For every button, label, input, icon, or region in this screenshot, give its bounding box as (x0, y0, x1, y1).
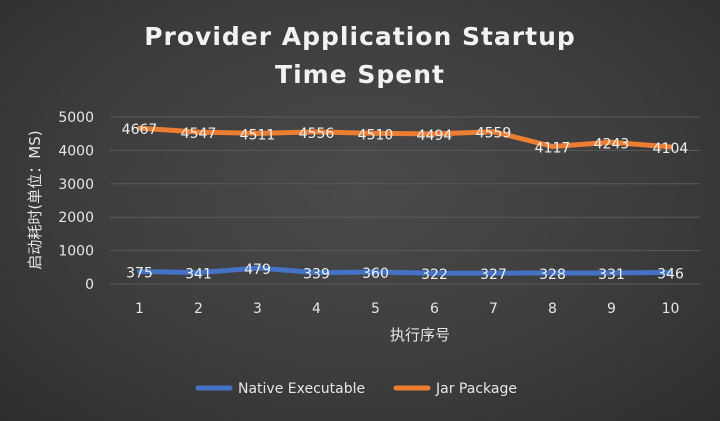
data-label: 327 (480, 267, 507, 283)
legend-label: Native Executable (238, 381, 365, 397)
x-axis-ticks: 1 2 3 4 5 6 7 8 9 10 (135, 301, 679, 317)
y-tick-label: 0 (85, 277, 94, 293)
data-label: 331 (598, 267, 625, 283)
data-label: 346 (657, 266, 684, 282)
data-label: 328 (539, 267, 566, 283)
x-tick-label: 5 (371, 301, 380, 317)
x-tick-label: 8 (548, 301, 557, 317)
x-tick-label: 2 (194, 301, 203, 317)
series-lines (137, 125, 673, 276)
data-label: 322 (421, 267, 448, 283)
data-label: 4494 (417, 128, 453, 144)
chart-title-line-1: Provider Application Startup (144, 22, 576, 51)
y-axis-label: 启动耗时(单位：MS) (26, 130, 44, 269)
data-label: 339 (303, 267, 330, 283)
data-label: 360 (362, 266, 389, 282)
data-label: 479 (244, 262, 271, 278)
data-label: 4547 (181, 126, 217, 142)
x-tick-label: 7 (489, 301, 498, 317)
y-tick-label: 3000 (58, 177, 94, 193)
data-label: 4556 (299, 126, 335, 142)
data-label: 4117 (535, 140, 571, 156)
legend: Native Executable Jar Package (195, 381, 517, 397)
data-label: 4559 (476, 126, 512, 142)
x-axis-label: 执行序号 (390, 326, 450, 344)
y-axis-ticks: 0 1000 2000 3000 4000 5000 (58, 110, 94, 293)
data-label: 4243 (594, 136, 630, 152)
data-label: 4104 (653, 141, 689, 157)
data-labels: 375 341 479 339 360 322 327 328 331 346 4667 4547 45… (122, 122, 689, 283)
x-tick-label: 4 (312, 301, 321, 317)
y-tick-label: 5000 (58, 110, 94, 126)
x-tick-label: 1 (135, 301, 144, 317)
data-label: 4510 (358, 127, 394, 143)
data-label: 4511 (240, 127, 276, 143)
series-line-2 (137, 125, 673, 150)
legend-label: Jar Package (435, 381, 517, 397)
x-tick-label: 6 (430, 301, 439, 317)
gridlines (110, 116, 700, 285)
y-tick-label: 1000 (58, 244, 94, 260)
series-line-1 (137, 265, 673, 276)
chart-title-line-2: Time Spent (275, 60, 445, 89)
y-tick-label: 4000 (58, 143, 94, 159)
x-tick-label: 9 (607, 301, 616, 317)
data-label: 4667 (122, 122, 158, 138)
x-tick-label: 10 (662, 301, 680, 317)
data-label: 375 (126, 265, 153, 281)
data-label: 341 (185, 267, 212, 283)
y-tick-label: 2000 (58, 210, 94, 226)
x-tick-label: 3 (253, 301, 262, 317)
